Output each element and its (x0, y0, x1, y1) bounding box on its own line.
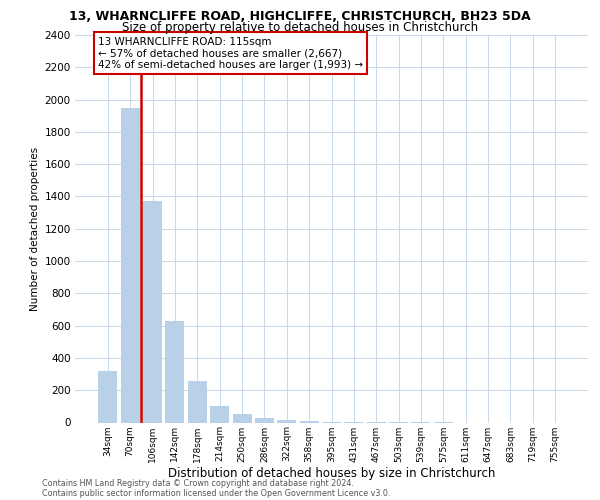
Text: Contains HM Land Registry data © Crown copyright and database right 2024.
Contai: Contains HM Land Registry data © Crown c… (42, 479, 391, 498)
Bar (299, 421, 319, 422)
Bar (277, 420, 296, 422)
Bar (98, 371, 118, 422)
Bar (188, 382, 207, 422)
Bar (166, 321, 184, 422)
X-axis label: Distribution of detached houses by size in Christchurch: Distribution of detached houses by size … (168, 467, 495, 480)
Text: 13 WHARNCLIFFE ROAD: 115sqm
← 57% of detached houses are smaller (2,667)
42% of : 13 WHARNCLIFFE ROAD: 115sqm ← 57% of det… (98, 36, 363, 70)
Bar (210, 406, 229, 422)
Text: Size of property relative to detached houses in Christchurch: Size of property relative to detached ho… (122, 21, 478, 34)
Bar (233, 414, 251, 422)
Y-axis label: Number of detached properties: Number of detached properties (31, 146, 40, 311)
Text: 13, WHARNCLIFFE ROAD, HIGHCLIFFE, CHRISTCHURCH, BH23 5DA: 13, WHARNCLIFFE ROAD, HIGHCLIFFE, CHRIST… (69, 10, 531, 23)
Bar (121, 108, 140, 422)
Bar (255, 418, 274, 422)
Bar (143, 202, 162, 422)
